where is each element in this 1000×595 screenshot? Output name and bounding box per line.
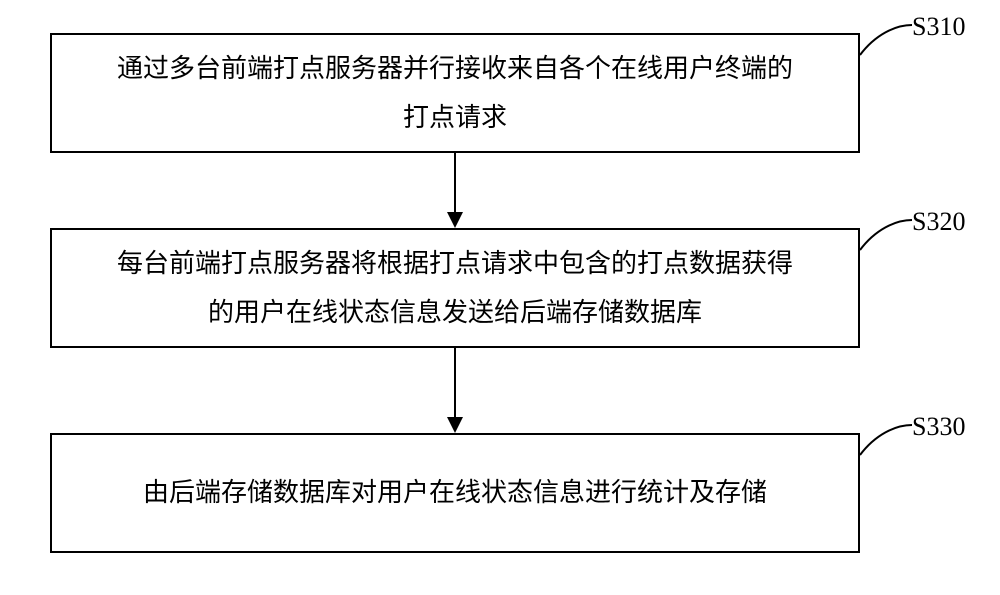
step-box-s330: 由后端存储数据库对用户在线状态信息进行统计及存储 xyxy=(50,433,860,553)
step-box-s320: 每台前端打点服务器将根据打点请求中包含的打点数据获得 的用户在线状态信息发送给后… xyxy=(50,228,860,348)
step-label-s320: S320 xyxy=(912,207,965,237)
step-text-s320: 每台前端打点服务器将根据打点请求中包含的打点数据获得 的用户在线状态信息发送给后… xyxy=(117,239,793,338)
step-box-s310: 通过多台前端打点服务器并行接收来自各个在线用户终端的 打点请求 xyxy=(50,33,860,153)
step-label-s310: S310 xyxy=(912,12,965,42)
step-text-s330: 由后端存储数据库对用户在线状态信息进行统计及存储 xyxy=(143,468,767,517)
step-text-s310: 通过多台前端打点服务器并行接收来自各个在线用户终端的 打点请求 xyxy=(117,44,793,143)
step-label-s330: S330 xyxy=(912,412,965,442)
flowchart-canvas: 通过多台前端打点服务器并行接收来自各个在线用户终端的 打点请求 S310 每台前… xyxy=(0,0,1000,595)
